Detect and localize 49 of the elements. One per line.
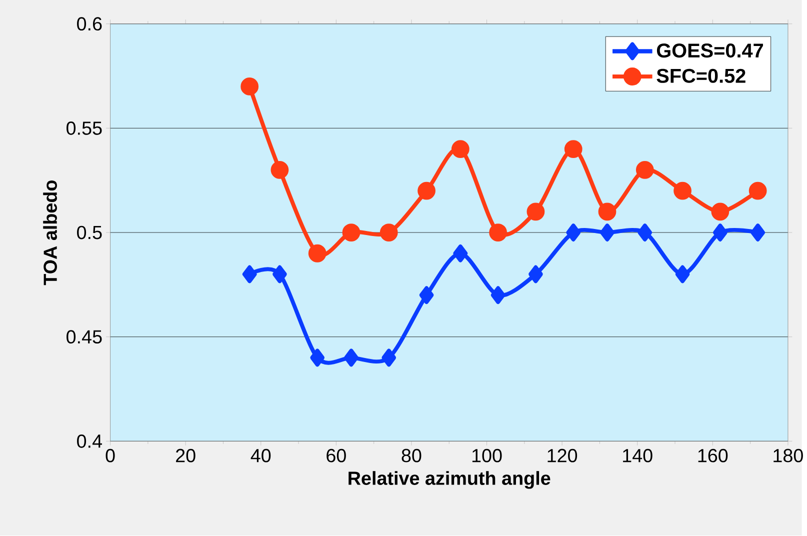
legend-label: GOES=0.47 — [656, 44, 763, 58]
point — [344, 348, 358, 367]
point — [242, 266, 257, 284]
point — [566, 224, 581, 242]
point — [526, 202, 545, 221]
point — [674, 182, 692, 200]
x-tick-label: 140 — [623, 449, 652, 463]
point — [453, 244, 468, 263]
x-tick-label: 0 — [106, 449, 115, 463]
y-tick-label: 0.45 — [66, 330, 102, 344]
point — [270, 161, 289, 180]
y-tick-label: 0.55 — [66, 122, 102, 136]
x-tick-label: 160 — [698, 449, 728, 463]
y-tick-label: 0.6 — [77, 17, 102, 31]
point — [240, 78, 259, 96]
y-tick-label: 0.4 — [77, 434, 102, 448]
x-tick-label: 40 — [250, 449, 271, 463]
point — [380, 224, 398, 242]
point — [675, 266, 690, 284]
point — [564, 140, 582, 158]
point — [750, 224, 766, 242]
x-tick-label: 180 — [774, 449, 803, 463]
x-axis-title: Relative azimuth angle — [348, 471, 550, 489]
y-axis-title: TOA albedo — [43, 180, 57, 286]
point — [711, 202, 730, 221]
x-tick-label: 120 — [548, 449, 578, 463]
legend-label: SFC=0.52 — [656, 69, 746, 84]
point — [310, 348, 325, 367]
point — [272, 266, 287, 284]
point — [489, 224, 508, 242]
x-tick-label: 60 — [326, 449, 346, 463]
point — [598, 202, 616, 221]
point — [748, 182, 767, 200]
point — [418, 182, 436, 200]
x-tick-label: 80 — [402, 449, 422, 463]
point — [528, 266, 543, 284]
x-tick-label: 100 — [472, 449, 502, 463]
point — [451, 140, 470, 158]
point — [490, 286, 506, 304]
point — [308, 244, 326, 263]
point — [382, 348, 396, 367]
point — [638, 224, 652, 242]
point — [419, 286, 434, 304]
point — [636, 161, 654, 180]
y-tick-label: 0.5 — [77, 226, 102, 240]
point — [712, 224, 728, 242]
point — [342, 224, 360, 242]
point — [600, 224, 614, 242]
x-tick-label: 20 — [176, 449, 196, 463]
